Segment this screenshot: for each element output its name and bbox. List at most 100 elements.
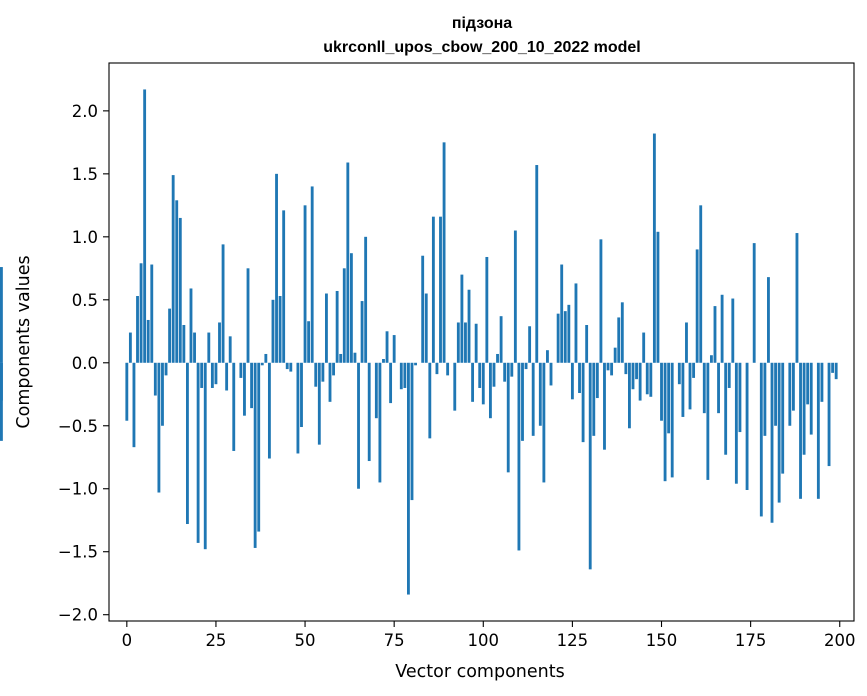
bar-135 (606, 362, 610, 371)
bar-144 (638, 362, 642, 401)
bar-182 (774, 362, 777, 426)
x-tick-label-150: 150 (646, 631, 678, 650)
bar-40 (267, 362, 271, 459)
bar-97 (471, 362, 475, 402)
bar-undefined (0, 267, 3, 363)
bar-157 (685, 322, 688, 363)
bar-98 (474, 323, 478, 363)
bar-25 (214, 362, 218, 385)
bar-64 (353, 352, 357, 363)
bar-72 (382, 359, 385, 363)
bar-7 (150, 264, 154, 363)
bar-147 (649, 362, 653, 397)
bar-133 (599, 239, 603, 363)
bar-123 (563, 311, 567, 363)
bar-24 (210, 362, 214, 388)
bar-110 (517, 362, 521, 551)
y-tick-label-0: 0.0 (72, 354, 98, 373)
bar-153 (670, 362, 674, 478)
bar-116 (538, 362, 542, 426)
bar-54 (317, 362, 321, 445)
bar-94 (460, 274, 464, 363)
bar-124 (567, 304, 571, 363)
bar-3 (136, 296, 139, 363)
bar-19 (193, 332, 196, 363)
bar-34 (246, 268, 250, 363)
bar-44 (282, 210, 286, 363)
bar-62 (346, 162, 350, 363)
bar-89 (442, 142, 446, 363)
bar-158 (688, 362, 692, 410)
bar-187 (791, 362, 795, 411)
bar-121 (556, 313, 560, 363)
bar-102 (488, 362, 492, 419)
bar-53 (314, 362, 318, 387)
bar-79 (407, 362, 410, 595)
bar-48 (296, 362, 300, 454)
bar-71 (378, 362, 382, 483)
bar-125 (570, 362, 574, 400)
bar-59 (335, 290, 339, 363)
bar-60 (339, 353, 343, 363)
bar-33 (243, 362, 246, 416)
bar-126 (574, 283, 578, 363)
bar-63 (349, 253, 353, 363)
bar-87 (435, 362, 439, 375)
bar-42 (275, 173, 278, 363)
bar-73 (385, 331, 389, 363)
bar-145 (642, 332, 646, 363)
bar-119 (549, 362, 553, 386)
bar-58 (332, 362, 335, 376)
bar-undefined (0, 362, 3, 401)
bar-128 (581, 362, 585, 443)
x-tick-label-175: 175 (735, 631, 767, 650)
bar-77 (399, 362, 403, 390)
bar-174 (745, 362, 749, 490)
bar-195 (820, 362, 824, 402)
bar-127 (578, 362, 581, 394)
bar-169 (727, 362, 731, 388)
bar-65 (357, 362, 360, 489)
bar-86 (431, 216, 435, 363)
bar-9 (157, 362, 161, 493)
bars-layer (0, 89, 838, 595)
bar-85 (428, 362, 432, 439)
chart-subtitle: ukrconll_upos_cbow_200_10_2022 model (323, 39, 640, 56)
bar-130 (588, 362, 592, 570)
bar-99 (478, 362, 482, 388)
bar-14 (175, 200, 179, 363)
bar-172 (738, 362, 742, 433)
bar-74 (389, 362, 393, 404)
bar-41 (271, 299, 275, 363)
bar-0 (125, 362, 129, 421)
bar-138 (617, 317, 621, 363)
bar-37 (257, 362, 261, 532)
bar-104 (496, 353, 499, 363)
bar-197 (827, 362, 831, 467)
y-tick-label-1: 1.0 (72, 228, 98, 247)
bar-10 (161, 362, 164, 426)
plot-frame (108, 62, 855, 622)
bar-39 (264, 353, 268, 363)
bar-189 (799, 362, 802, 499)
bar-6 (146, 319, 150, 363)
y-tick-label--1.5: −1.5 (58, 543, 98, 562)
x-tick-label-125: 125 (557, 631, 589, 650)
bar-159 (692, 362, 696, 378)
bar-36 (253, 362, 257, 548)
bar-5 (143, 89, 147, 363)
bar-51 (307, 321, 311, 363)
bar-139 (620, 302, 624, 363)
bar-140 (624, 362, 628, 375)
bar-146 (645, 362, 649, 395)
bar-191 (806, 362, 810, 405)
bar-165 (713, 306, 717, 363)
x-tick-label-50: 50 (295, 631, 316, 650)
bar-199 (834, 362, 838, 380)
bar-160 (695, 249, 699, 363)
x-tick-label-75: 75 (384, 631, 405, 650)
bar-113 (528, 326, 532, 363)
bar-50 (303, 205, 307, 363)
bar-20 (196, 362, 200, 543)
x-tick-label-0: 0 (122, 631, 133, 650)
